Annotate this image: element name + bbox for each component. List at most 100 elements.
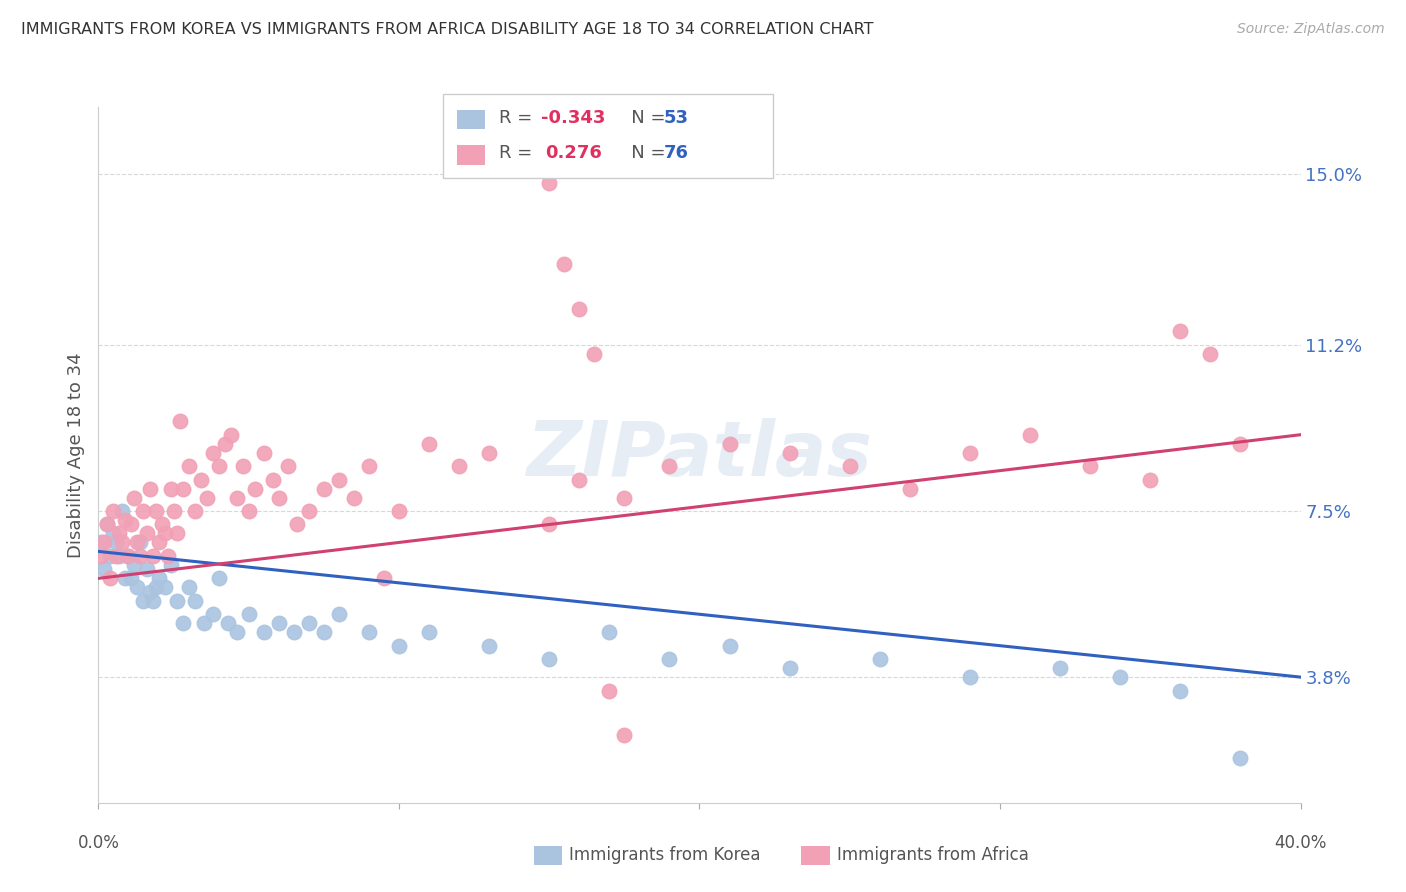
Point [538, 177, 561, 191]
Point [613, 491, 636, 505]
Point [838, 459, 860, 474]
Point [214, 436, 236, 450]
Text: 0.276: 0.276 [546, 145, 602, 162]
Point [373, 571, 395, 585]
Point [96, 517, 118, 532]
Point [217, 616, 239, 631]
Point [195, 491, 218, 505]
Point [613, 729, 636, 743]
Point [90, 535, 112, 549]
Point [959, 670, 981, 684]
Point [103, 504, 125, 518]
Text: N =: N = [614, 145, 672, 162]
Point [169, 414, 191, 428]
Point [159, 482, 181, 496]
Point [658, 459, 681, 474]
Y-axis label: Disability Age 18 to 34: Disability Age 18 to 34 [67, 352, 86, 558]
Text: Immigrants from Korea: Immigrants from Korea [569, 846, 761, 863]
Point [779, 445, 801, 459]
Point [153, 526, 176, 541]
Point [779, 661, 801, 675]
Point [145, 504, 167, 518]
Point [135, 526, 157, 541]
Point [141, 549, 163, 563]
Point [96, 517, 118, 532]
Point [1019, 427, 1042, 442]
Text: N =: N = [614, 109, 672, 127]
Point [193, 616, 215, 631]
Point [183, 594, 205, 608]
Point [108, 549, 131, 563]
Point [201, 607, 224, 622]
Point [298, 616, 321, 631]
Point [145, 580, 167, 594]
Point [124, 558, 146, 572]
Point [1170, 683, 1192, 698]
Point [568, 473, 591, 487]
Point [148, 535, 170, 549]
Point [190, 473, 212, 487]
Point [93, 562, 115, 576]
Point [232, 459, 254, 474]
Point [114, 571, 136, 585]
Point [153, 580, 176, 594]
Point [225, 625, 247, 640]
Point [103, 526, 125, 541]
Point [127, 535, 149, 549]
Point [312, 482, 335, 496]
Point [267, 491, 290, 505]
Point [121, 571, 143, 585]
Point [1229, 751, 1251, 765]
Point [598, 625, 620, 640]
Point [219, 427, 242, 442]
Point [718, 639, 741, 653]
Point [127, 580, 149, 594]
Point [538, 652, 561, 666]
Point [108, 526, 131, 541]
Point [343, 491, 366, 505]
Point [1170, 325, 1192, 339]
Point [262, 473, 284, 487]
Point [208, 459, 231, 474]
Point [156, 549, 179, 563]
Point [111, 504, 134, 518]
Point [117, 549, 139, 563]
Point [172, 482, 194, 496]
Text: ZIPatlas: ZIPatlas [526, 418, 873, 491]
Point [238, 504, 260, 518]
Point [162, 504, 184, 518]
Point [124, 491, 146, 505]
Point [177, 580, 200, 594]
Point [253, 445, 276, 459]
Point [183, 504, 205, 518]
Point [277, 459, 299, 474]
Text: 0.0%: 0.0% [77, 834, 120, 852]
Point [111, 535, 134, 549]
Point [418, 436, 440, 450]
Point [478, 445, 501, 459]
Point [1049, 661, 1071, 675]
Point [328, 607, 350, 622]
Point [1109, 670, 1132, 684]
Point [166, 526, 188, 541]
Point [129, 549, 152, 563]
Point [121, 517, 143, 532]
Point [105, 535, 128, 549]
Point [418, 625, 440, 640]
Text: R =: R = [499, 145, 544, 162]
Point [253, 625, 276, 640]
Point [90, 549, 112, 563]
Text: Source: ZipAtlas.com: Source: ZipAtlas.com [1237, 22, 1385, 37]
Point [357, 625, 380, 640]
Point [388, 639, 411, 653]
Point [1199, 347, 1222, 361]
Point [141, 594, 163, 608]
Point [129, 535, 152, 549]
Point [150, 517, 173, 532]
Point [105, 549, 128, 563]
Point [159, 558, 181, 572]
Point [538, 517, 561, 532]
Point [172, 616, 194, 631]
Point [285, 517, 308, 532]
Point [598, 683, 620, 698]
